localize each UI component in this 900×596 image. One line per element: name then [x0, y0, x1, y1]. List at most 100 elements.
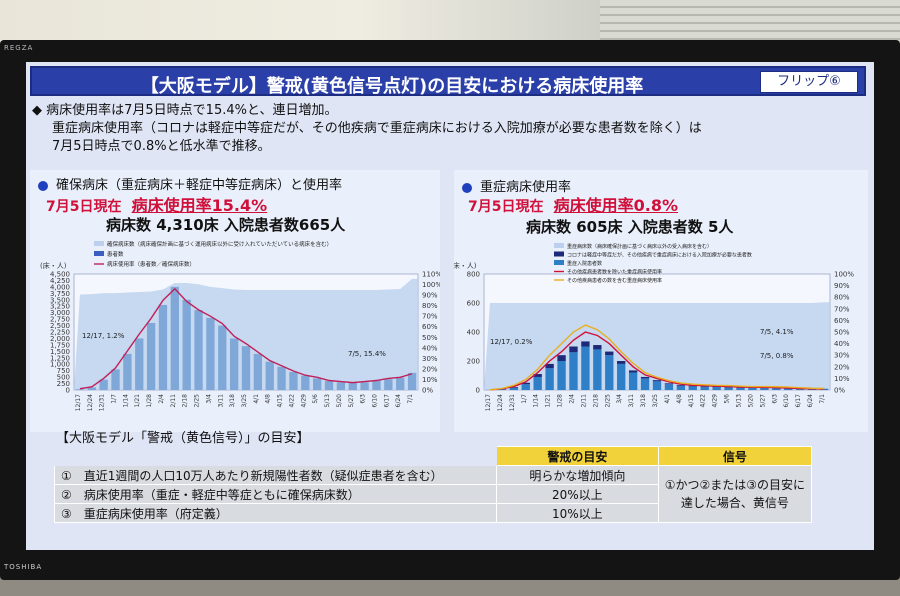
other-patient-bar: [569, 346, 578, 353]
patient-bar: [497, 389, 507, 390]
flip-label: フリップ⑥: [760, 71, 858, 93]
patient-bar: [748, 387, 757, 390]
patient-bar: [99, 379, 108, 390]
other-patient-bar: [521, 382, 530, 385]
y2-tick-label: 80%: [834, 294, 850, 302]
other-patient-bar: [640, 376, 650, 379]
other-patient-bar: [664, 383, 674, 385]
x-tick-label: 5/20: [747, 394, 754, 408]
y-tick-label: 800: [467, 271, 480, 279]
x-tick-label: 1/7: [521, 394, 528, 404]
rate-line: [489, 324, 825, 391]
patient-bar: [241, 346, 251, 390]
x-tick-label: 6/24: [807, 394, 814, 408]
patient-bar: [724, 387, 733, 390]
criteria-row-label: ① 直近1週間の人口10万人あたり新規陽性者数（疑似症患者を含む）: [54, 465, 497, 485]
patient-bar: [135, 338, 144, 390]
patient-bar: [194, 310, 203, 390]
x-tick-label: 5/13: [736, 394, 743, 408]
legend-label: 病床使用率（患者数／確保病床数）: [107, 260, 195, 268]
y2-tick-label: 20%: [422, 365, 438, 373]
x-tick-label: 3/25: [652, 394, 659, 408]
x-tick-label: 12/31: [509, 394, 516, 411]
x-tick-label: 4/29: [712, 394, 719, 408]
legend-label: 重症入院患者数: [567, 260, 602, 267]
signal-cell: ①かつ②または③の目安に 達した場合、黄信号: [657, 465, 813, 523]
y-tick-label: 2,000: [50, 335, 70, 343]
y-tick-label: 1,500: [50, 348, 70, 356]
x-tick-label: 4/15: [688, 394, 695, 408]
y-tick-label: 750: [57, 367, 70, 375]
patient-bar: [170, 286, 179, 390]
other-patient-bar: [700, 386, 709, 387]
x-tick-label: 12/17: [75, 394, 82, 411]
x-tick-label: 1/28: [557, 394, 564, 408]
right-heading: 重症病床使用率: [480, 180, 572, 195]
x-tick-label: 12/17: [485, 394, 492, 411]
legend-label: 重症病床数（病床確保計画に基づく病床以外の受入病床を含む）: [567, 243, 712, 250]
criteria-header-blank: [54, 446, 497, 466]
x-tick-label: 4/29: [300, 394, 307, 408]
patient-bar: [158, 304, 168, 390]
patient-bar: [533, 376, 542, 390]
x-tick-label: 4/8: [676, 394, 683, 404]
patient-bar: [640, 378, 650, 390]
patient-bar: [253, 353, 263, 390]
right-date-label: 7月5日現在: [468, 199, 544, 215]
y-tick-label: 0: [476, 387, 480, 395]
patient-bar: [313, 378, 322, 390]
patient-bar: [146, 322, 156, 390]
x-tick-label: 6/17: [795, 394, 802, 408]
other-patient-bar: [557, 355, 566, 361]
patient-bar: [348, 382, 357, 390]
legend-label: コロナは軽症中等症だが、その他疾病で重症病床における入院加療が必要な患者数: [567, 252, 752, 259]
y-tick-label: 3,750: [50, 290, 70, 298]
annotation-label: 7/5, 4.1%: [760, 328, 794, 336]
x-tick-label: 6/24: [395, 394, 402, 408]
y2-tick-label: 30%: [422, 355, 438, 363]
patient-bar: [182, 299, 191, 390]
x-tick-label: 4/1: [253, 394, 260, 404]
x-tick-label: 3/18: [229, 394, 236, 408]
left-date-label: 7月5日現在: [46, 199, 122, 215]
y2-tick-label: 60%: [422, 323, 438, 331]
left-heading: 確保病床（重症病床＋軽症中等症病床）と使用率: [56, 178, 343, 193]
bullet-dot-icon: [462, 182, 472, 193]
rate-line: [79, 287, 413, 390]
x-tick-label: 12/31: [99, 394, 106, 411]
x-tick-label: 3/11: [628, 394, 635, 408]
x-tick-label: 2/25: [604, 394, 611, 408]
y-tick-label: 4,250: [50, 277, 70, 285]
y-axis-label: (床・人): [40, 261, 67, 270]
x-tick-label: 4/22: [288, 394, 295, 408]
y-tick-label: 4,000: [50, 283, 70, 291]
other-patient-bar: [581, 341, 590, 347]
annotation-label: 12/17, 0.2%: [490, 338, 533, 346]
patient-bar: [396, 377, 405, 390]
y2-tick-label: 90%: [422, 292, 438, 300]
x-tick-label: 3/4: [616, 394, 623, 404]
y-tick-label: 1,000: [50, 361, 70, 369]
patient-bar: [807, 389, 817, 390]
tv-brand-top: REGZA: [4, 44, 34, 52]
other-patient-bar: [533, 374, 542, 377]
patient-bar: [384, 379, 393, 390]
other-patient-bar: [628, 370, 638, 373]
criteria-row: ① 直近1週間の人口10万人あたり新規陽性者数（疑似症患者を含む） 明らかな増加…: [54, 465, 813, 523]
y2-tick-label: 40%: [422, 344, 438, 352]
patient-bar: [628, 372, 638, 390]
other-patient-bar: [509, 387, 519, 388]
x-tick-label: 5/6: [312, 394, 319, 404]
criteria-row-value: 20%以上: [495, 484, 659, 504]
other-patient-bar: [545, 363, 554, 369]
legend-swatch: [554, 260, 564, 265]
criteria-row-value: 明らかな増加傾向: [495, 465, 659, 485]
patient-bar: [407, 372, 417, 390]
signal-text-2: 達した場合、黄信号: [680, 496, 789, 510]
summary-bullets: ◆ 病床使用率は7月5日時点で15.4%と、連日増加。 重症病床使用率（コロナは…: [32, 102, 862, 156]
y-axis-label: (床・人): [454, 261, 477, 270]
x-tick-label: 2/18: [182, 394, 189, 408]
y2-tick-label: 80%: [422, 302, 438, 310]
y-tick-label: 2,750: [50, 316, 70, 324]
annotation-label: 7/5, 15.4%: [348, 350, 386, 358]
